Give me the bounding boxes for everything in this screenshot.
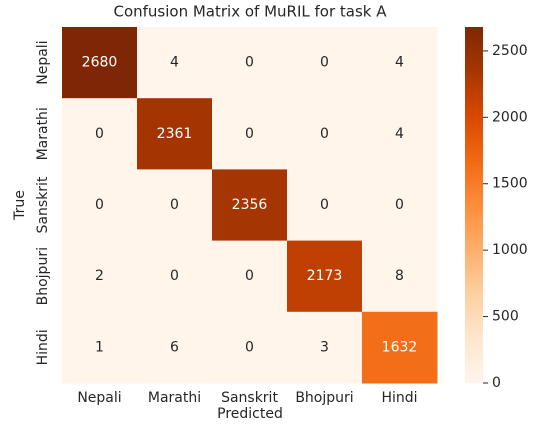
x-tick-label: Hindi (381, 390, 417, 406)
y-tick-label: Marathi (35, 107, 51, 160)
heatmap-cell (212, 311, 288, 384)
cell-label: 0 (395, 197, 404, 213)
x-tick-label: Sanskrit (221, 390, 278, 406)
heatmap-cell (137, 98, 213, 170)
cell-label: 0 (320, 55, 329, 71)
heatmap-cell (137, 27, 213, 99)
cell-label: 0 (95, 197, 104, 213)
cell-label: 6 (170, 339, 179, 355)
heatmap-cell (362, 98, 438, 170)
cell-label: 8 (395, 268, 404, 284)
y-tick-label: Hindi (35, 329, 51, 365)
heatmap-cell (212, 98, 288, 170)
colorbar-tick-label: 2500 (492, 43, 528, 59)
heatmap-cell (287, 27, 363, 99)
y-tick-label: Sanskrit (35, 176, 51, 233)
chart-title: Confusion Matrix of MuRIL for task A (113, 3, 387, 21)
cell-label: 0 (245, 268, 254, 284)
heatmap-cell (362, 311, 438, 384)
heatmap-cell (212, 240, 288, 313)
cell-label: 2356 (232, 197, 268, 213)
heatmap-cell (62, 98, 138, 170)
cell-label: 0 (245, 55, 254, 71)
cell-label: 2 (95, 268, 104, 284)
colorbar-tick-label: 500 (492, 309, 519, 325)
colorbar-tick-label: 0 (492, 375, 501, 391)
cell-label: 2173 (307, 268, 343, 284)
cell-label: 0 (320, 126, 329, 142)
heatmap-cell (287, 98, 363, 170)
heatmap-cell (212, 169, 288, 242)
x-tick-label: Marathi (148, 390, 201, 406)
colorbar (465, 27, 483, 383)
cell-label: 2361 (157, 126, 193, 142)
heatmap-cell (62, 240, 138, 313)
colorbar-tick-label: 1500 (492, 176, 528, 192)
heatmap-cell (212, 27, 288, 99)
cell-label: 0 (320, 197, 329, 213)
y-tick-label: Bhojpuri (35, 247, 51, 305)
cell-label: 0 (170, 268, 179, 284)
x-tick-label: Bhojpuri (295, 390, 353, 406)
heatmap-cell (137, 169, 213, 242)
y-tick-label: Nepali (35, 40, 51, 84)
cell-label: 0 (95, 126, 104, 142)
cell-label: 1 (95, 339, 104, 355)
heatmap-cell (362, 240, 438, 313)
heatmap-cell (287, 169, 363, 242)
colorbar-tick-label: 2000 (492, 109, 528, 125)
heatmap-cell (287, 311, 363, 384)
colorbar-tick-label: 1000 (492, 242, 528, 258)
x-axis-label: Predicted (217, 406, 283, 422)
heatmap-cell (287, 240, 363, 313)
y-axis-label: True (12, 190, 28, 221)
cell-label: 0 (245, 126, 254, 142)
heatmap-cell (362, 27, 438, 99)
cell-label: 4 (170, 55, 179, 71)
cell-label: 1632 (382, 339, 418, 355)
cell-label: 3 (320, 339, 329, 355)
heatmap-cell (137, 311, 213, 384)
cell-label: 4 (395, 126, 404, 142)
cell-label: 4 (395, 55, 404, 71)
heatmap-cell (62, 311, 138, 384)
cell-label: 0 (245, 339, 254, 355)
heatmap-cell (137, 240, 213, 313)
heatmap-cell (62, 169, 138, 242)
cell-label: 2680 (82, 55, 118, 71)
heatmap-cell (62, 27, 138, 99)
x-tick-label: Nepali (77, 390, 121, 406)
heatmap-cell (362, 169, 438, 242)
cell-label: 0 (170, 197, 179, 213)
